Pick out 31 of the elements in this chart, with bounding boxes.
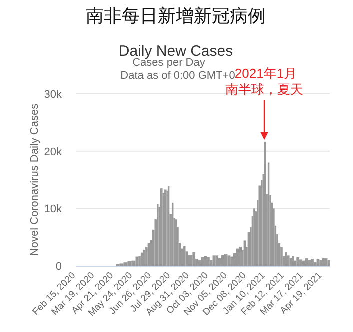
bar <box>132 260 136 266</box>
bar <box>198 260 202 266</box>
bar <box>233 253 236 266</box>
bar <box>328 260 330 266</box>
bar <box>124 262 128 266</box>
annotation: 南半球，夏天 <box>225 82 304 97</box>
text: Data as of 0:00 GMT+0 <box>120 70 236 82</box>
bar <box>207 257 210 266</box>
bar <box>314 262 317 266</box>
y-tick-label: 20k <box>44 146 62 158</box>
y-tick-label: 30k <box>44 89 62 101</box>
chart-title: 南非每日新增新冠病例 <box>86 6 266 26</box>
y-tick-label: 0 <box>56 261 62 273</box>
bar <box>311 259 314 266</box>
y-tick-label: 10k <box>44 204 62 216</box>
text: 2021年1月 <box>234 66 298 81</box>
bar <box>302 260 306 266</box>
y-axis-title: Novel Coronavirus Daily Cases <box>29 103 41 256</box>
bar <box>280 247 283 266</box>
bar <box>296 257 300 266</box>
text: Cases per Day <box>132 57 206 69</box>
bar <box>192 252 196 266</box>
bar <box>183 246 186 266</box>
bar <box>287 256 290 266</box>
bar <box>143 250 146 266</box>
bar <box>292 256 294 266</box>
bar <box>221 255 224 266</box>
bar <box>285 252 288 266</box>
chart-subtitle: Daily New Cases <box>118 43 234 60</box>
bar <box>300 260 302 266</box>
bar <box>128 261 132 266</box>
